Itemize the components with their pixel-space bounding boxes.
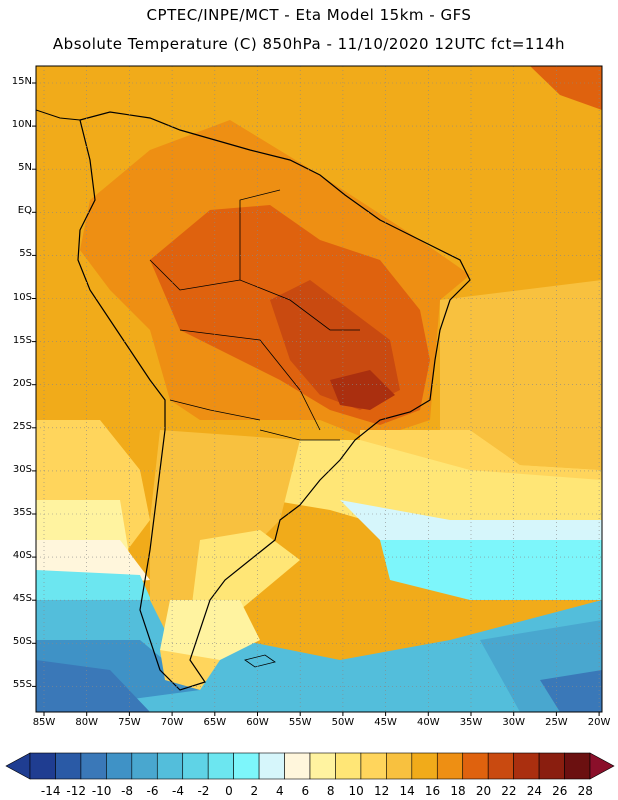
colorbar-swatch (182, 752, 209, 780)
lat-label: 10N (11, 119, 32, 131)
map-field (36, 66, 602, 712)
colorbar-swatch (436, 752, 464, 780)
colorbar-label: 10 (348, 784, 364, 798)
lat-label: 25S (12, 420, 32, 432)
colorbar-label: 26 (552, 784, 568, 798)
colorbar-label: -6 (146, 784, 159, 798)
lon-label: 35W (459, 717, 483, 728)
colorbar-label: 24 (526, 784, 542, 798)
colorbar-swatch (55, 752, 82, 780)
colorbar-swatch (284, 752, 311, 780)
lon-label: 65W (203, 717, 227, 728)
colorbar-swatch (487, 752, 514, 780)
colorbar-swatch (538, 752, 565, 780)
colorbar-swatch (207, 752, 234, 780)
lon-label: 50W (331, 717, 355, 728)
colorbar-label: 4 (275, 784, 284, 798)
colorbar-swatch (411, 752, 438, 780)
lat-label: 35S (12, 507, 32, 518)
lon-label: 80W (75, 717, 98, 728)
colorbar-swatch (360, 752, 387, 780)
lon-label: 60W (246, 717, 269, 728)
colorbar-swatch (106, 752, 133, 780)
lon-label: 45W (374, 717, 397, 728)
lat-label: 45S (12, 593, 32, 605)
lon-label: 55W (288, 717, 312, 728)
lat-label: 5S (19, 248, 32, 260)
colorbar-label: 8 (326, 784, 335, 798)
colorbar-label: 22 (501, 784, 517, 798)
colorbar-swatch (335, 752, 362, 780)
lon-label: 75W (118, 717, 141, 728)
lat-label: 40S (12, 550, 32, 562)
lon-label: 70W (160, 717, 184, 728)
colorbar-label: 2 (250, 784, 259, 798)
colorbar-low-arrow (5, 752, 31, 780)
colorbar-swatch (156, 752, 184, 780)
colorbar-label: 0 (225, 784, 233, 798)
lon-label: 25W (545, 717, 568, 728)
colorbar-label: 14 (399, 784, 415, 798)
lat-label: 5N (18, 162, 32, 174)
colorbar-label: 12 (373, 784, 390, 798)
colorbar-swatch (513, 752, 540, 780)
colorbar-label: -10 (91, 784, 112, 798)
colorbar-label: -2 (197, 784, 210, 798)
axis-ticks (32, 82, 600, 716)
colorbar-swatch (386, 752, 413, 780)
lat-label: 15S (12, 334, 32, 346)
lon-label: 85W (32, 717, 56, 728)
colorbar-swatch (29, 752, 56, 780)
south-america-coastline (77, 111, 471, 691)
lat-label: 55S (12, 679, 32, 691)
lon-label: 40W (416, 717, 440, 728)
colorbar-high-arrow (589, 752, 615, 780)
lat-label: 20S (12, 377, 32, 389)
chart-title-line-1: CPTEC/INPE/MCT - Eta Model 15km - GFS (146, 6, 472, 24)
lat-label: 15N (11, 76, 32, 87)
colorbar-label: 6 (301, 784, 310, 798)
colorbar-swatch (564, 752, 591, 780)
chart-title-line-2: Absolute Temperature (C) 850hPa - 11/10/… (52, 35, 566, 53)
colorbar-label: 20 (475, 784, 492, 798)
colorbar-label: -14 (40, 784, 61, 798)
colorbar (5, 752, 615, 780)
lon-label: 20W (587, 717, 611, 728)
lat-label: 30S (12, 463, 32, 475)
colorbar-label: -4 (172, 784, 184, 798)
colorbar-label: 18 (450, 784, 466, 798)
colorbar-label: -8 (121, 784, 134, 798)
colorbar-swatch (80, 752, 107, 780)
colorbar-swatch (258, 752, 285, 780)
lat-label: EQ (17, 205, 32, 217)
colorbar-swatch (462, 752, 489, 780)
lat-label: 10S (12, 291, 32, 303)
colorbar-label: -12 (66, 784, 86, 798)
colorbar-label: 16 (424, 784, 441, 798)
colorbar-swatch (131, 752, 158, 780)
colorbar-swatch (309, 752, 336, 780)
colorbar-label: 28 (577, 784, 593, 798)
lat-label: 50S (12, 636, 32, 648)
colorbar-swatch (233, 752, 260, 780)
map-frame (35, 65, 603, 713)
lon-label: 30W (502, 717, 525, 728)
